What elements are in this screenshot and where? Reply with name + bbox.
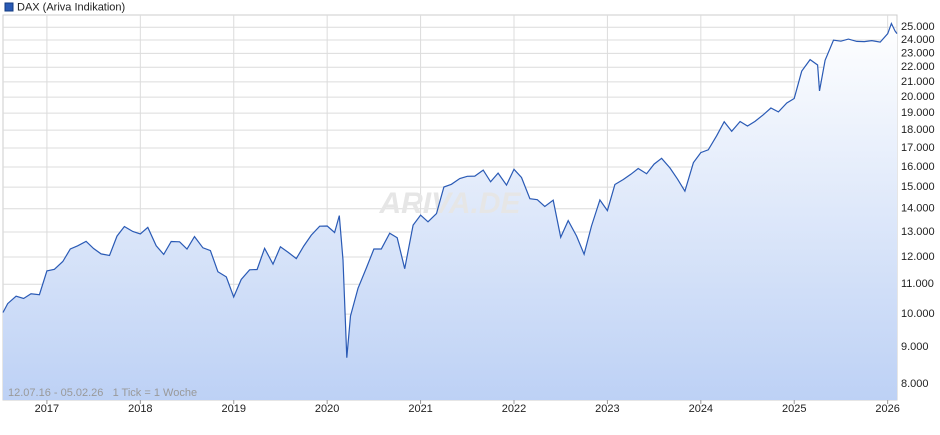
y-tick-label: 24.000 [901, 34, 935, 46]
x-tick-label: 2021 [408, 403, 432, 415]
y-tick-label: 19.000 [901, 107, 935, 119]
y-tick-label: 20.000 [901, 91, 935, 103]
x-tick-label: 2020 [315, 403, 339, 415]
y-tick-label: 21.000 [901, 76, 935, 88]
x-tick-label: 2024 [689, 403, 713, 415]
y-tick-label: 16.000 [901, 161, 935, 173]
legend-label: DAX (Ariva Indikation) [17, 1, 125, 13]
y-tick-label: 15.000 [901, 181, 935, 193]
x-tick-label: 2023 [595, 403, 619, 415]
area [3, 23, 897, 400]
y-tick-label: 8.000 [901, 378, 929, 390]
y-tick-label: 18.000 [901, 124, 935, 136]
y-tick-label: 10.000 [901, 308, 935, 320]
x-tick-label: 2025 [782, 403, 806, 415]
y-tick-label: 25.000 [901, 21, 935, 33]
footnote: 12.07.16 - 05.02.26 1 Tick = 1 Woche [8, 387, 197, 399]
x-tick-label: 2026 [875, 403, 899, 415]
y-tick-label: 11.000 [901, 278, 934, 290]
line [2, 21, 898, 358]
y-tick-label: 14.000 [901, 203, 935, 215]
x-tick-label: 2017 [35, 403, 59, 415]
x-tick-label: 2019 [221, 403, 245, 415]
y-tick-label: 23.000 [901, 47, 935, 59]
watermark: ARIVA.DE [378, 187, 521, 220]
y-tick-label: 22.000 [901, 61, 935, 73]
y-tick-label: 13.000 [901, 226, 935, 238]
y-tick-label: 12.000 [901, 251, 935, 263]
y-tick-label: 17.000 [901, 142, 935, 154]
x-tick-label: 2022 [502, 403, 526, 415]
y-tick-label: 9.000 [901, 341, 929, 353]
x-tick-label: 2018 [128, 403, 152, 415]
legend-swatch [4, 2, 14, 12]
